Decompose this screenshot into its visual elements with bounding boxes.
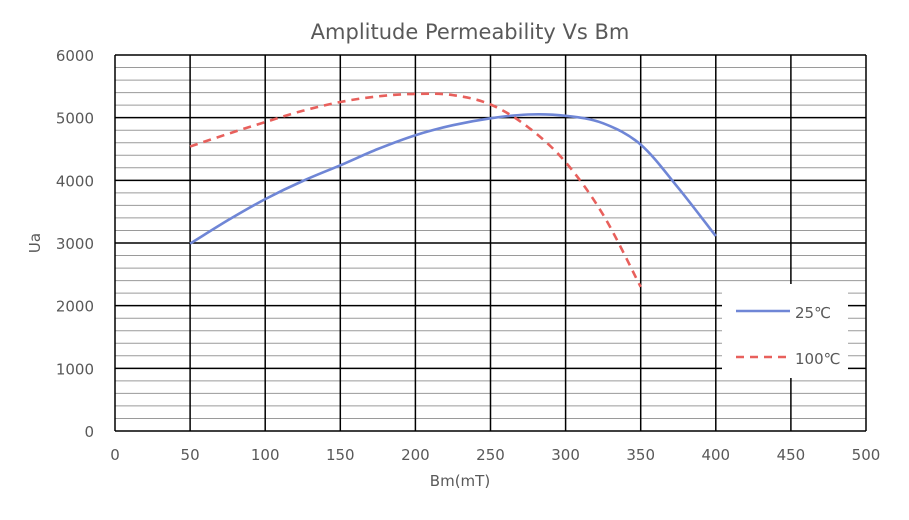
series-line-0 xyxy=(189,113,717,245)
x-tick-label: 200 xyxy=(401,446,430,464)
y-axis-label: Ua xyxy=(26,233,44,253)
y-tick-label: 2000 xyxy=(56,298,94,316)
y-tick-label: 5000 xyxy=(56,110,94,128)
y-tick-label: 6000 xyxy=(56,47,94,65)
x-tick-label: 350 xyxy=(626,446,655,464)
legend-label-0: 25℃ xyxy=(795,304,831,322)
x-axis-label: Bm(mT) xyxy=(430,472,490,490)
x-tick-label: 250 xyxy=(476,446,505,464)
tick-labels: 0 1000 2000 3000 4000 5000 6000 0 50 100 150 200 250… xyxy=(56,47,881,464)
series-layer xyxy=(189,92,717,288)
y-tick-label: 4000 xyxy=(56,172,94,190)
grid-layer xyxy=(114,54,867,432)
x-tick-label: 450 xyxy=(777,446,806,464)
y-tick-label: 1000 xyxy=(56,360,94,378)
chart-title: Amplitude Permeability Vs Bm xyxy=(311,20,630,44)
x-tick-label: 300 xyxy=(551,446,580,464)
legend-label-1: 100℃ xyxy=(795,350,840,368)
y-tick-label: 3000 xyxy=(56,235,94,253)
y-tick-label: 0 xyxy=(84,423,94,441)
legend-box xyxy=(722,284,848,378)
legend: 25℃ 100℃ xyxy=(722,284,848,378)
x-tick-label: 400 xyxy=(701,446,730,464)
x-tick-label: 500 xyxy=(852,446,881,464)
x-tick-label: 100 xyxy=(251,446,280,464)
x-tick-label: 150 xyxy=(326,446,355,464)
x-tick-label: 50 xyxy=(181,446,200,464)
x-tick-label: 0 xyxy=(110,446,120,464)
